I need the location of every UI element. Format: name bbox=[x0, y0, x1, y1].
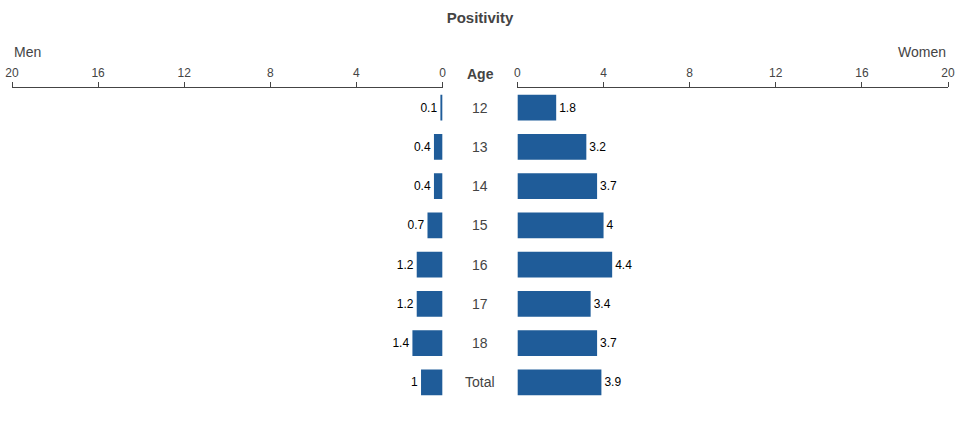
svg-text:1: 1 bbox=[411, 375, 418, 389]
svg-text:Men: Men bbox=[14, 44, 41, 60]
svg-text:18: 18 bbox=[472, 335, 488, 351]
svg-text:4: 4 bbox=[600, 66, 607, 80]
svg-text:8: 8 bbox=[267, 66, 274, 80]
svg-text:1.8: 1.8 bbox=[559, 101, 576, 115]
svg-text:Positivity: Positivity bbox=[447, 9, 514, 26]
svg-text:3.7: 3.7 bbox=[600, 336, 617, 350]
svg-text:12: 12 bbox=[178, 66, 192, 80]
svg-text:16: 16 bbox=[91, 66, 105, 80]
svg-text:15: 15 bbox=[472, 217, 488, 233]
svg-text:14: 14 bbox=[472, 178, 488, 194]
svg-text:4: 4 bbox=[353, 66, 360, 80]
svg-text:3.2: 3.2 bbox=[589, 140, 606, 154]
svg-text:16: 16 bbox=[472, 257, 488, 273]
svg-text:0: 0 bbox=[439, 66, 446, 80]
svg-text:3.9: 3.9 bbox=[604, 375, 621, 389]
svg-text:0.1: 0.1 bbox=[420, 101, 437, 115]
svg-text:0.4: 0.4 bbox=[414, 140, 431, 154]
svg-text:12: 12 bbox=[769, 66, 783, 80]
svg-text:Age: Age bbox=[467, 66, 494, 82]
svg-text:1.2: 1.2 bbox=[397, 258, 414, 272]
svg-text:1.4: 1.4 bbox=[392, 336, 409, 350]
svg-text:Women: Women bbox=[898, 44, 946, 60]
svg-text:13: 13 bbox=[472, 139, 488, 155]
svg-text:0: 0 bbox=[514, 66, 521, 80]
svg-text:16: 16 bbox=[855, 66, 869, 80]
svg-text:12: 12 bbox=[472, 100, 488, 116]
svg-text:20: 20 bbox=[5, 66, 19, 80]
svg-text:20: 20 bbox=[941, 66, 955, 80]
svg-text:3.4: 3.4 bbox=[594, 297, 611, 311]
svg-text:17: 17 bbox=[472, 296, 488, 312]
svg-text:8: 8 bbox=[686, 66, 693, 80]
svg-text:1.2: 1.2 bbox=[397, 297, 414, 311]
svg-text:3.7: 3.7 bbox=[600, 179, 617, 193]
svg-text:4.4: 4.4 bbox=[615, 258, 632, 272]
svg-text:Total: Total bbox=[465, 374, 495, 390]
svg-text:0.7: 0.7 bbox=[407, 218, 424, 232]
svg-text:0.4: 0.4 bbox=[414, 179, 431, 193]
svg-text:4: 4 bbox=[607, 218, 614, 232]
